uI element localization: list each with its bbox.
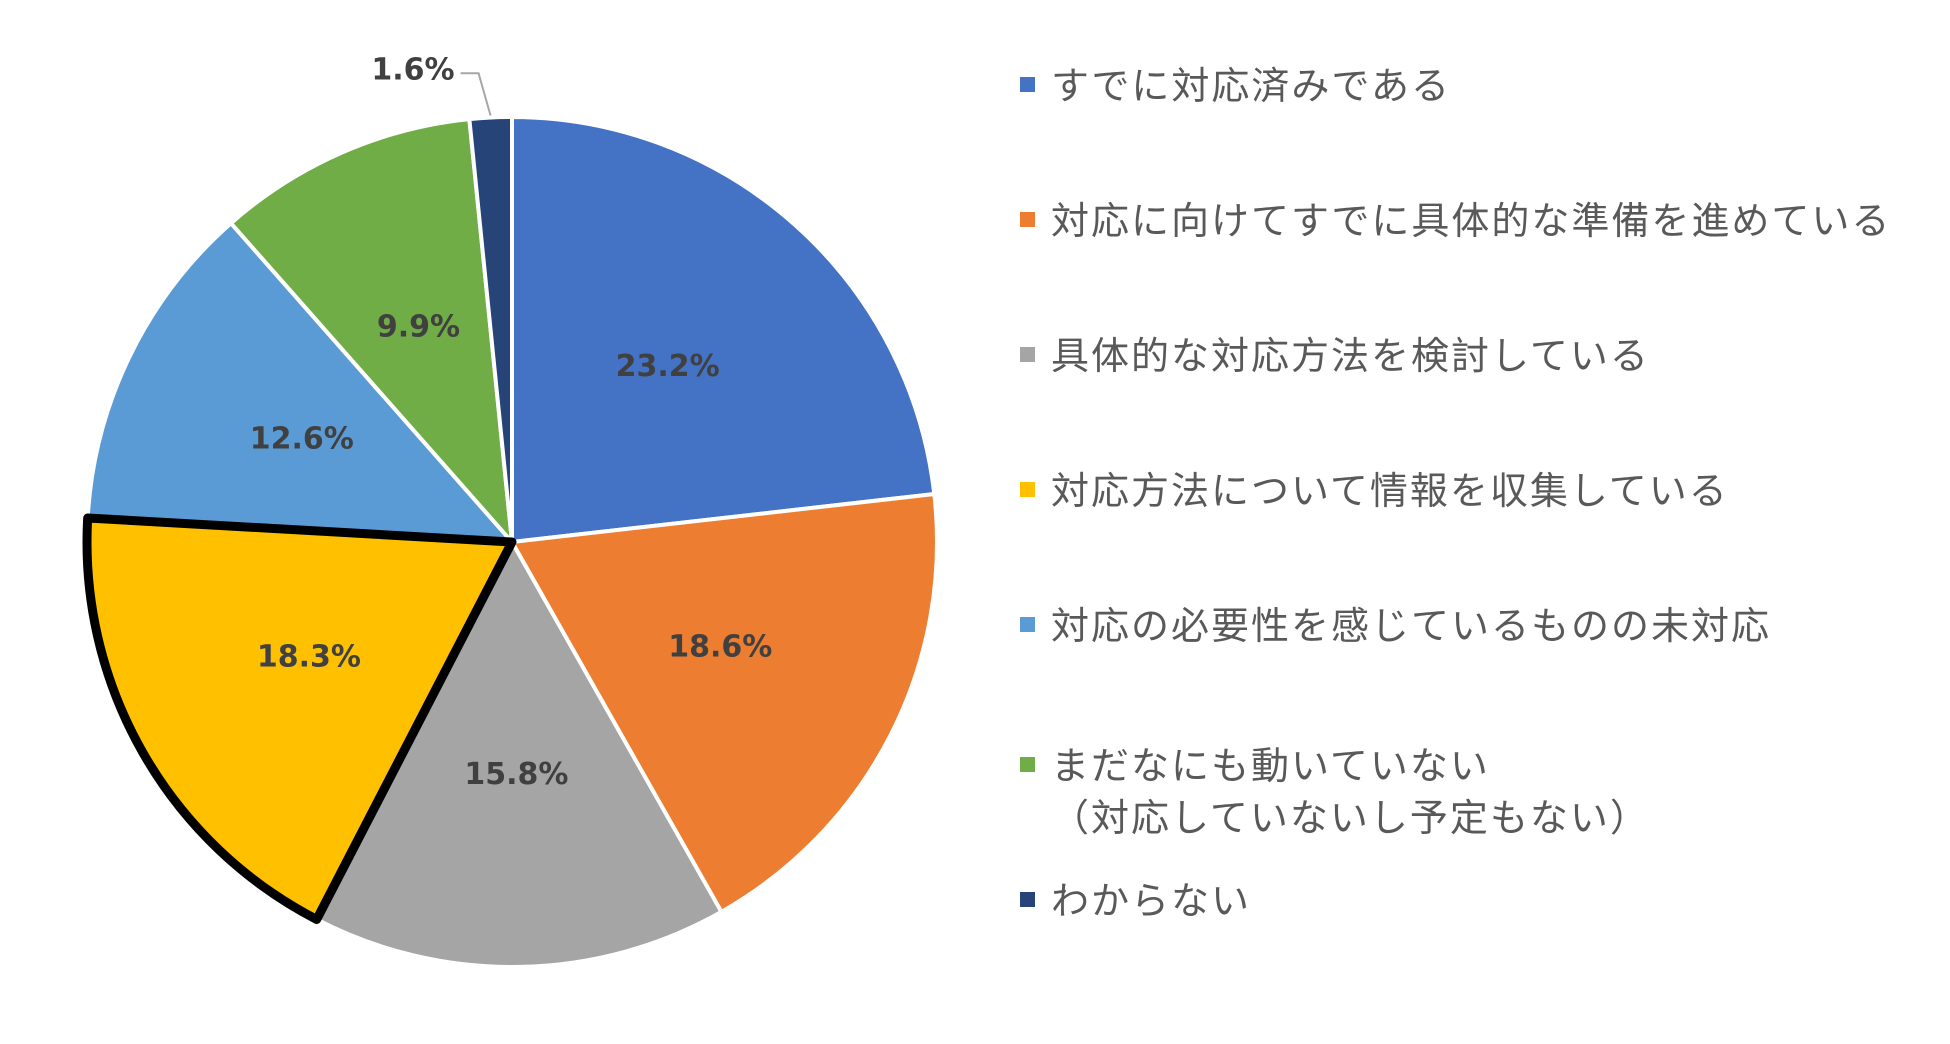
legend-item: 対応に向けてすでに具体的な準備を進めている [1020, 195, 1891, 247]
legend-label: 対応方法について情報を収集している [1051, 469, 1729, 513]
legend-text: 対応方法について情報を収集している [1051, 465, 1729, 517]
pie-slice [85, 220, 517, 545]
legend-text: まだなにも動いていない （対応していないし予定もない） [1051, 740, 1650, 844]
data-label: 1.6% [371, 53, 454, 88]
legend-text: 具体的な対応方法を検討している [1051, 330, 1650, 382]
legend-swatch [1020, 482, 1035, 497]
legend-text: わからない [1051, 875, 1251, 927]
highlight-outline [82, 513, 517, 924]
leader-line [460, 72, 492, 116]
legend-label: わからない [1051, 879, 1252, 923]
data-label: 18.3% [257, 639, 361, 674]
pie-slices [85, 114, 939, 969]
data-label: 23.2% [616, 349, 720, 384]
highlight-outline-layer [82, 513, 517, 924]
legend-swatch [1020, 757, 1035, 772]
legend-item: すでに対応済みである [1020, 60, 1451, 112]
pie-slice [467, 114, 514, 543]
pie-slice [228, 116, 515, 548]
legend-item: まだなにも動いていない （対応していないし予定もない） [1020, 740, 1650, 844]
pie-slice [510, 114, 937, 545]
legend-text: 対応に向けてすでに具体的な準備を進めている [1051, 195, 1891, 247]
data-label: 18.6% [668, 630, 772, 665]
legend-item: 対応の必要性を感じているものの未対応 [1020, 600, 1771, 652]
legend-swatch [1020, 212, 1035, 227]
legend-text: 対応の必要性を感じているものの未対応 [1051, 600, 1771, 652]
legend-item: 具体的な対応方法を検討している [1020, 330, 1650, 382]
legend-label: すでに対応済みである [1051, 64, 1452, 108]
pie-slice [313, 537, 725, 969]
data-labels: 23.2% 18.6% 15.8% 18.3% 12.6% 9.9% 1.6% [250, 53, 773, 793]
legend-text: すでに対応済みである [1051, 60, 1451, 112]
data-label: 12.6% [250, 421, 354, 456]
legend-item: わからない [1020, 875, 1251, 927]
legend-label: まだなにも動いていない [1051, 744, 1490, 788]
legend-sublabel: （対応していないし予定もない） [1051, 796, 1650, 840]
pie-slice [508, 491, 939, 915]
data-label: 9.9% [377, 309, 460, 344]
data-label: 15.8% [464, 757, 568, 792]
legend-swatch [1020, 892, 1035, 907]
legend-swatch [1020, 77, 1035, 92]
legend-label: 対応の必要性を感じているものの未対応 [1051, 604, 1772, 648]
legend-swatch [1020, 347, 1035, 362]
legend-item: 対応方法について情報を収集している [1020, 465, 1729, 517]
legend-label: 具体的な対応方法を検討している [1051, 334, 1650, 378]
legend-swatch [1020, 617, 1035, 632]
legend-label: 対応に向けてすでに具体的な準備を進めている [1051, 199, 1892, 243]
